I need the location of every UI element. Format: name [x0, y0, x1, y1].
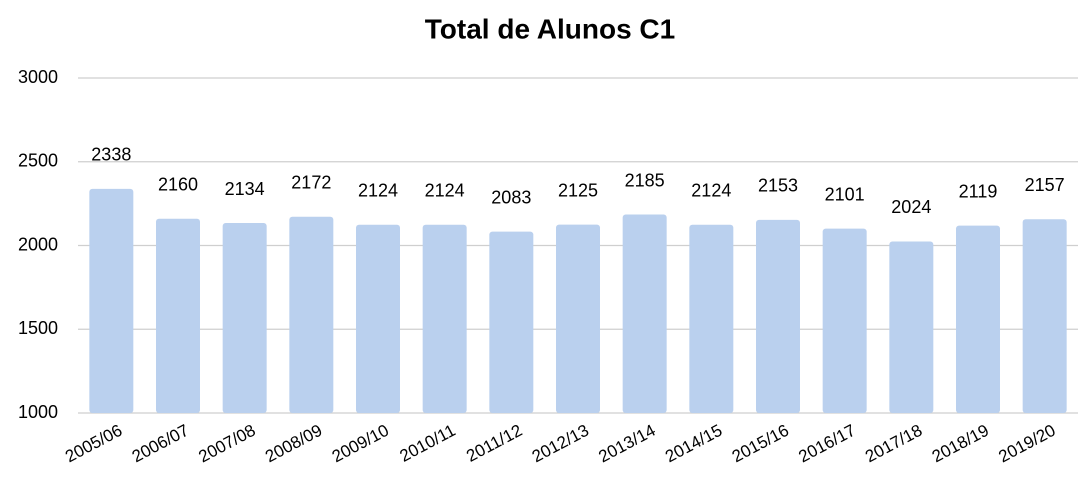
- x-tick-label: 2005/06: [62, 421, 125, 467]
- bar: [1022, 219, 1067, 413]
- y-tick-label: 1500: [18, 318, 58, 338]
- bar: [222, 223, 267, 413]
- bar: [622, 214, 667, 413]
- data-label: 2024: [891, 197, 931, 217]
- data-label: 2124: [425, 180, 465, 200]
- bar: [289, 216, 334, 413]
- x-tick-label: 2006/07: [129, 421, 192, 467]
- x-tick-label: 2013/14: [595, 421, 658, 467]
- x-tick-label: 2011/12: [463, 421, 525, 466]
- data-label: 2083: [491, 187, 531, 207]
- y-tick-label: 1000: [18, 402, 58, 422]
- x-tick-label: 2014/15: [662, 421, 725, 467]
- data-label: 2185: [625, 170, 665, 190]
- bar: [822, 228, 867, 413]
- bar: [756, 219, 800, 413]
- data-label: 2134: [225, 179, 265, 199]
- bar: [889, 241, 934, 413]
- bar: [556, 224, 600, 413]
- bar: [89, 188, 134, 413]
- x-tick-label: 2012/13: [529, 421, 592, 467]
- data-label: 2125: [558, 180, 598, 200]
- x-tick-label: 2008/09: [262, 421, 325, 467]
- y-tick-label: 3000: [18, 67, 58, 87]
- bar: [956, 225, 1000, 413]
- data-label: 2160: [158, 174, 198, 194]
- x-tick-label: 2007/08: [195, 421, 258, 467]
- bar: [156, 218, 200, 413]
- x-tick-label: 2016/17: [795, 421, 858, 467]
- data-label: 2157: [1025, 175, 1065, 195]
- bar: [689, 224, 734, 413]
- data-label: 2124: [691, 180, 731, 200]
- y-tick-label: 2500: [18, 151, 58, 171]
- data-label: 2119: [959, 181, 998, 201]
- chart-title: Total de Alunos C1: [425, 13, 675, 44]
- data-label: 2338: [91, 145, 131, 165]
- data-label: 2172: [291, 172, 331, 192]
- x-tick-label: 2017/18: [862, 421, 925, 467]
- data-label: 2101: [825, 184, 865, 204]
- x-tick-label: 2015/16: [729, 421, 792, 467]
- bar: [489, 231, 534, 413]
- data-label: 2153: [758, 176, 798, 196]
- x-tick-label: 2019/20: [995, 421, 1058, 467]
- bar: [422, 224, 467, 413]
- x-tick-label: 2018/19: [929, 421, 992, 467]
- data-label: 2124: [358, 180, 398, 200]
- x-tick-label: 2009/10: [329, 421, 392, 467]
- bar: [356, 224, 400, 413]
- x-tick-label: 2010/11: [397, 421, 459, 466]
- y-tick-label: 2000: [18, 234, 58, 254]
